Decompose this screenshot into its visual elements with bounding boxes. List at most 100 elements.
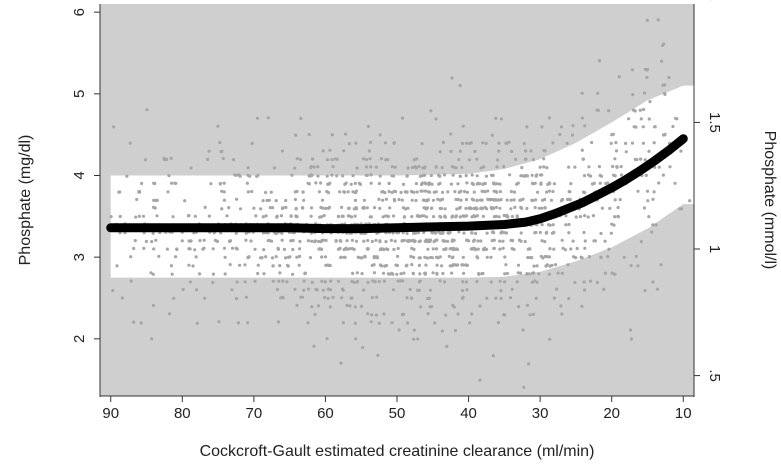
data-point [390,190,394,195]
data-point [293,166,297,170]
data-point [515,182,519,186]
data-point [435,272,439,276]
data-point [484,141,488,145]
data-point [295,189,299,194]
data-point [321,288,325,292]
data-point [223,255,227,259]
data-point [492,181,496,185]
data-point [554,263,558,267]
data-point [443,280,447,284]
data-point [317,190,321,194]
data-point [429,206,433,210]
data-point [325,158,330,162]
data-point [645,189,650,193]
data-point [307,132,311,137]
data-point [462,214,466,218]
data-point [250,141,254,146]
data-point [472,190,476,194]
data-point [588,279,593,283]
data-point [532,264,536,268]
data-point [567,296,571,301]
data-point [377,321,381,325]
data-point [495,165,499,169]
data-point [314,287,318,291]
data-point [410,198,414,202]
data-point [347,142,351,146]
x-tick-label: 20 [603,405,620,422]
data-point [600,206,605,210]
data-point [490,207,494,211]
data-point [560,238,564,242]
data-point [271,279,275,283]
data-point [129,279,133,283]
data-point [434,231,438,235]
data-point [504,214,508,218]
data-point [264,255,268,259]
data-point [547,116,552,120]
data-point [522,385,526,389]
data-point [430,231,434,235]
data-point [480,272,484,276]
y-tick-label-right: 1.5 [706,112,723,133]
data-point [515,215,519,219]
data-point [355,271,359,275]
data-point [211,280,215,285]
data-point [440,166,444,170]
data-point [444,313,448,317]
data-point [361,346,365,350]
data-point [377,181,381,186]
data-point [619,173,624,177]
data-point [376,353,380,357]
data-point [443,207,447,211]
data-point [642,91,647,95]
data-point [377,279,381,284]
data-point [499,117,503,121]
data-point [492,246,496,251]
data-point [346,190,350,194]
data-point [462,231,466,235]
data-point [266,239,270,243]
data-point [431,198,435,202]
data-point [464,214,469,218]
data-point [293,197,297,202]
data-point [395,272,399,276]
data-point [525,272,529,276]
data-point [221,156,225,161]
data-point [290,173,294,177]
data-point [471,182,475,186]
data-point [405,296,409,300]
data-point [452,238,456,242]
data-point [277,279,281,283]
data-point [475,279,479,283]
data-point [465,288,469,292]
data-point [644,173,648,177]
data-point [481,214,485,218]
data-point [424,263,428,267]
data-point [390,321,394,325]
data-point [294,206,298,211]
data-point [139,321,143,325]
data-point [434,247,439,251]
data-point [583,239,587,243]
data-point [426,312,430,316]
data-point [412,255,416,259]
data-point [255,116,260,120]
data-point [320,255,324,259]
data-point [298,254,302,258]
data-point [320,215,324,219]
data-point [478,304,482,308]
data-point [639,157,643,161]
data-point [167,312,172,316]
data-point [660,59,664,63]
data-point [280,238,284,242]
data-point [645,75,649,79]
data-point [546,182,550,186]
data-point [426,190,431,194]
data-point [157,254,161,258]
data-point [462,189,467,194]
data-point [582,174,587,178]
data-point [504,263,508,267]
data-point [355,166,359,170]
data-point [399,190,403,194]
data-point [165,247,169,251]
